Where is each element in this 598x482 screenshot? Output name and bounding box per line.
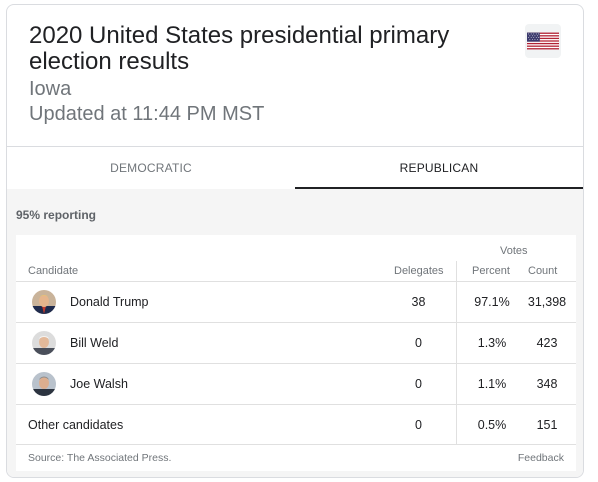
- percent-value: 1.3%: [477, 336, 507, 350]
- updated-timestamp: Updated at 11:44 PM MST: [29, 103, 265, 125]
- count-value: 423: [536, 336, 558, 350]
- results-header: 2020 United States presidential primary …: [7, 5, 583, 145]
- candidate-name: Bill Weld: [70, 336, 119, 350]
- table-row[interactable]: Donald Trump 38 97.1% 31,398: [16, 281, 576, 322]
- election-results-card: 2020 United States presidential primary …: [6, 4, 584, 478]
- candidate-avatar: [32, 372, 56, 396]
- party-tabs: DEMOCRATIC REPUBLICAN: [7, 146, 583, 189]
- votes-divider: [456, 261, 457, 444]
- votes-header: Votes: [500, 245, 528, 257]
- candidate-column-header: Candidate: [28, 265, 79, 277]
- table-row[interactable]: Bill Weld 0 1.3% 423: [16, 322, 576, 363]
- delegates-value: 38: [411, 295, 426, 309]
- results-panel: 95% reporting Votes Candidate Delegates …: [7, 189, 583, 477]
- reporting-status: 95% reporting: [16, 208, 97, 222]
- delegates-value: 0: [415, 418, 422, 432]
- state-label: Iowa: [29, 78, 72, 100]
- candidate-avatar: [32, 331, 56, 355]
- source-attribution: Source: The Associated Press.: [28, 452, 172, 464]
- percent-value: 0.5%: [477, 418, 507, 432]
- delegates-column-header: Delegates: [394, 265, 444, 277]
- count-column-header: Count: [528, 265, 558, 277]
- table-row[interactable]: Other candidates 0 0.5% 151: [16, 404, 576, 445]
- percent-value: 1.1%: [477, 377, 507, 391]
- candidate-name: Joe Walsh: [70, 377, 128, 391]
- us-flag-icon: [525, 24, 561, 58]
- us-flag-graphic: [527, 32, 559, 50]
- feedback-link[interactable]: Feedback: [517, 452, 564, 464]
- candidate-name: Donald Trump: [70, 295, 149, 309]
- tab-democratic[interactable]: DEMOCRATIC: [110, 161, 192, 175]
- count-value: 151: [536, 418, 558, 432]
- table-footer: Source: The Associated Press. Feedback: [16, 444, 576, 471]
- delegates-value: 0: [415, 377, 422, 391]
- count-value: 348: [536, 377, 558, 391]
- percent-value: 97.1%: [474, 295, 510, 309]
- results-table: Votes Candidate Delegates Percent Count …: [16, 235, 576, 471]
- candidate-avatar: [32, 290, 56, 314]
- table-row[interactable]: Joe Walsh 0 1.1% 348: [16, 363, 576, 404]
- count-value: 31,398: [527, 295, 567, 309]
- tab-republican[interactable]: REPUBLICAN: [295, 147, 583, 189]
- candidate-name: Other candidates: [28, 418, 124, 432]
- percent-column-header: Percent: [472, 265, 510, 277]
- page-title: 2020 United States presidential primary …: [29, 22, 450, 75]
- delegates-value: 0: [415, 336, 422, 350]
